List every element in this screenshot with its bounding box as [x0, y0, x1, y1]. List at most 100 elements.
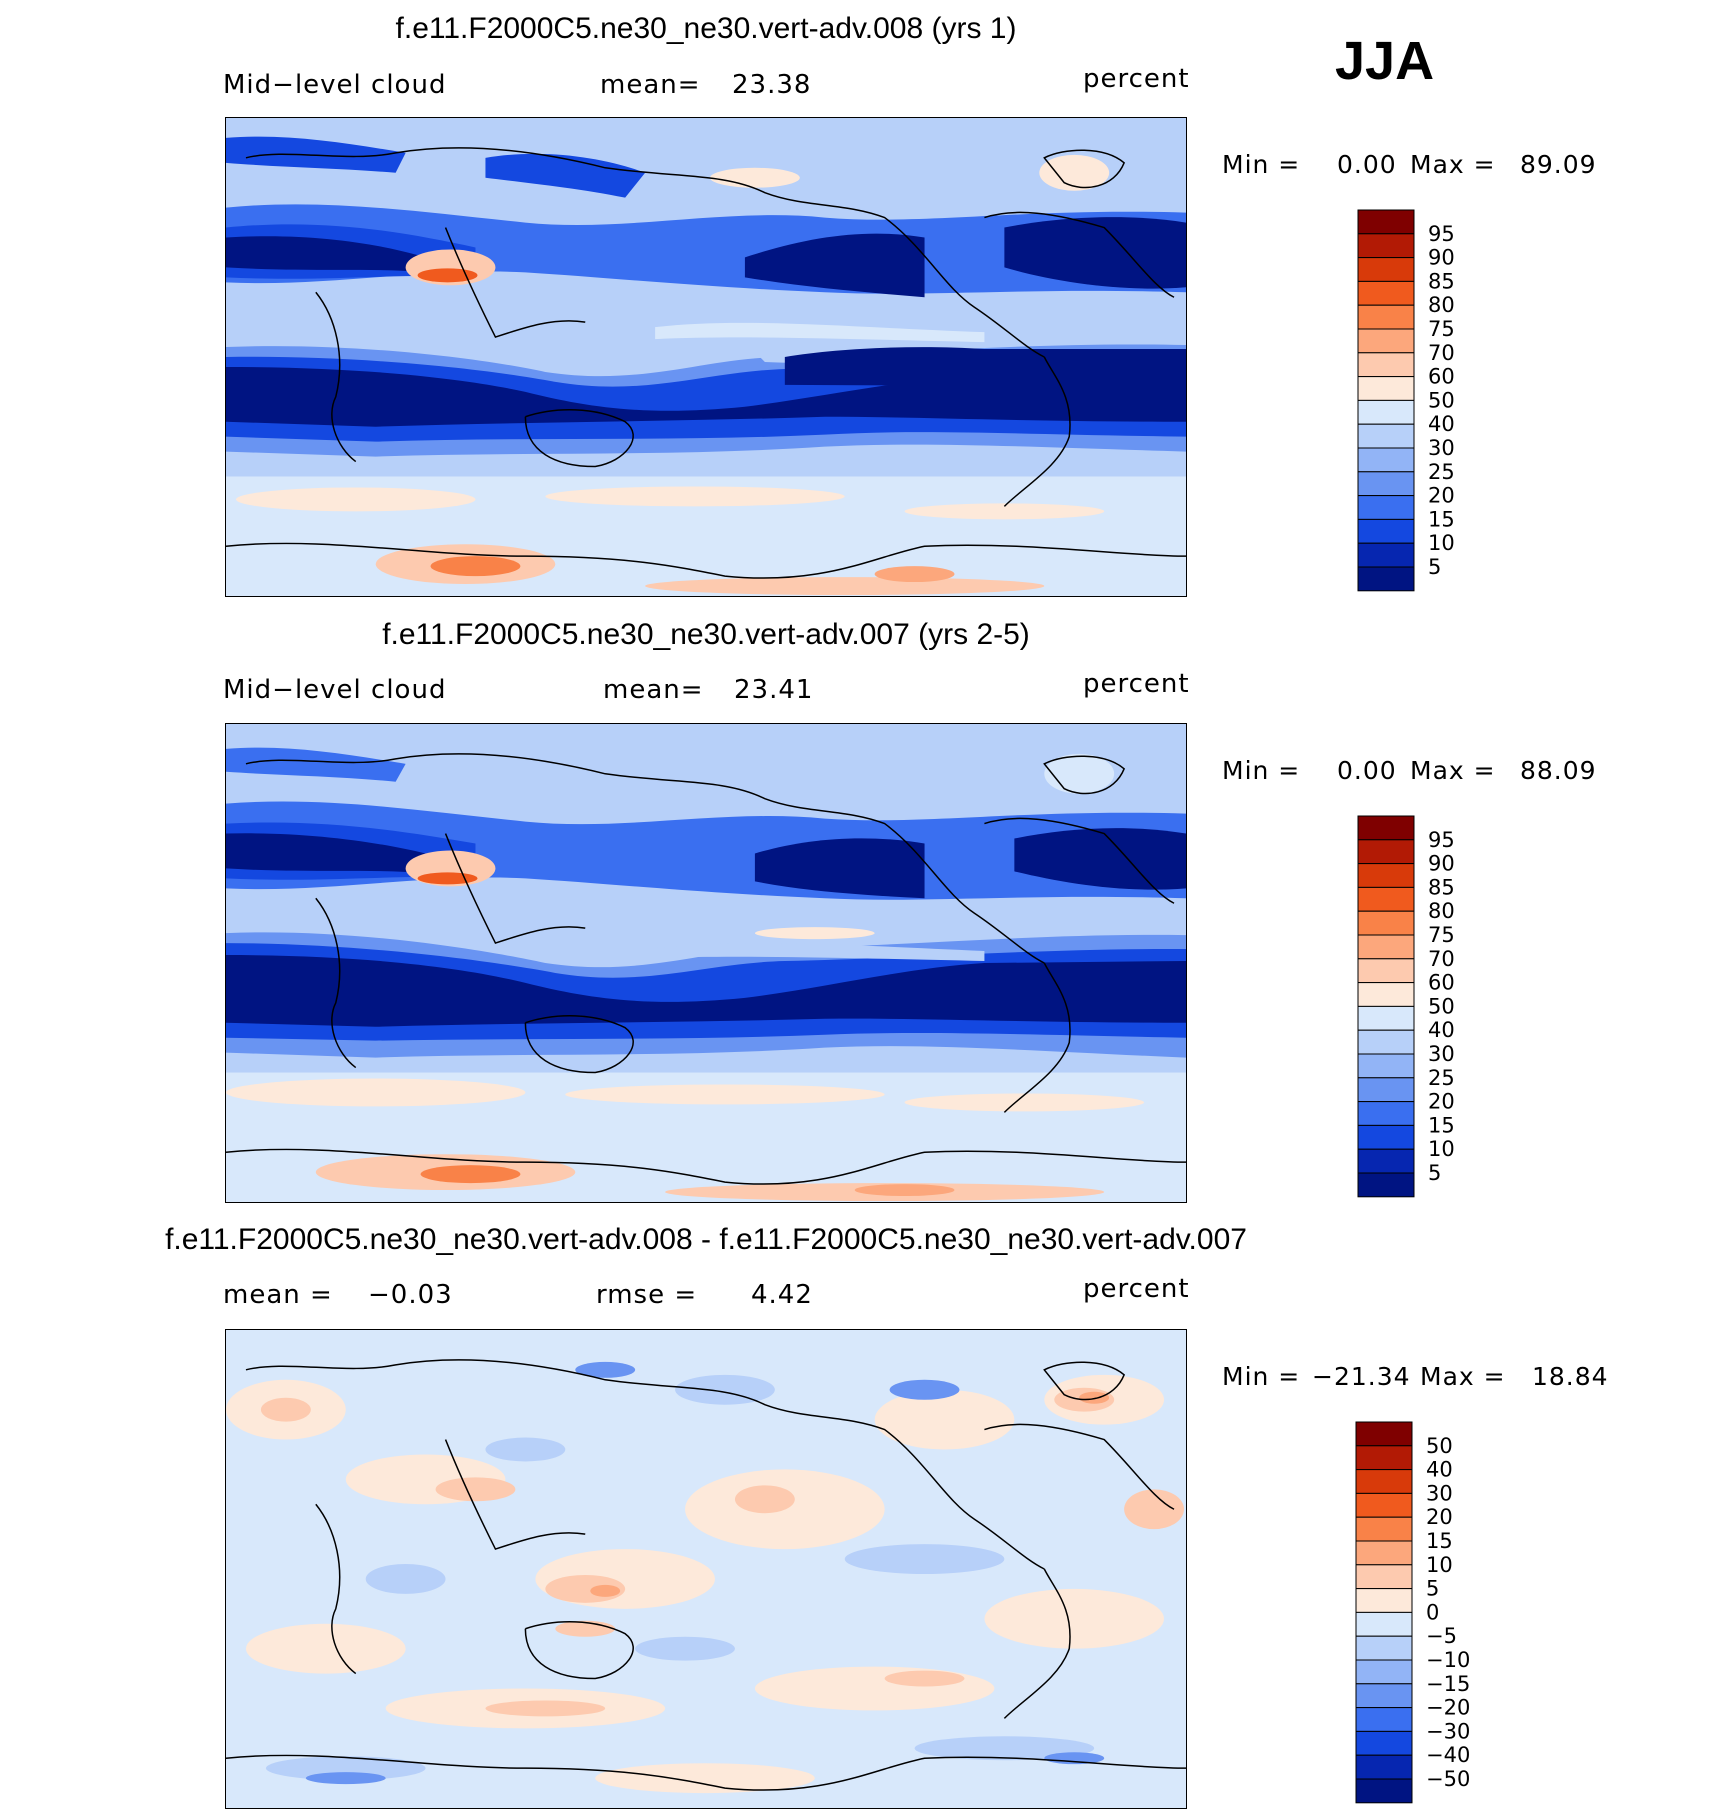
colorbar-1-swatch — [1357, 447, 1415, 473]
colorbar-3-tick-label: 40 — [1426, 1458, 1453, 1482]
colorbar-3-swatch — [1355, 1540, 1413, 1566]
colorbar-1-swatch — [1357, 471, 1415, 497]
panel-3-title: f.e11.F2000C5.ne30_ne30.vert-adv.008 - f… — [165, 1223, 1247, 1256]
colorbar-2-tick-label: 40 — [1428, 1018, 1455, 1042]
colorbar-3-tick-label: −15 — [1426, 1672, 1470, 1696]
colorbar-1-tick-label: 90 — [1428, 246, 1455, 270]
colorbar-3-tick-label: 50 — [1426, 1434, 1453, 1458]
colorbar-1-tick-label: 85 — [1428, 269, 1455, 293]
colorbar-3-swatch — [1355, 1659, 1413, 1685]
panel-2-field-label: Mid−level cloud — [223, 675, 447, 705]
colorbar-1-swatch — [1357, 233, 1415, 259]
panel-2-map — [225, 723, 1187, 1203]
colorbar-1-swatch — [1357, 542, 1415, 568]
panel-1-map — [225, 117, 1187, 597]
colorbar-1-swatch — [1357, 280, 1415, 306]
colorbar-3-tick-label: −40 — [1426, 1743, 1470, 1767]
panel-3-min-value: −21.34 — [1312, 1362, 1411, 1391]
colorbar-2-swatch — [1357, 934, 1415, 960]
colorbar-3-swatch — [1355, 1469, 1413, 1494]
colorbar-2-tick-label: 25 — [1428, 1066, 1455, 1090]
colorbar-2-swatch — [1357, 886, 1415, 912]
colorbar-3-swatch — [1355, 1564, 1413, 1590]
colorbar-1-tick-label: 40 — [1428, 412, 1455, 436]
colorbar-1-swatch — [1357, 209, 1415, 235]
colorbar-1-swatch — [1357, 399, 1415, 425]
colorbar-1-swatch — [1357, 423, 1415, 449]
panel-3-map — [225, 1329, 1187, 1809]
colorbar-1-swatch — [1357, 304, 1415, 330]
colorbar-3-swatch — [1355, 1611, 1413, 1637]
colorbar-3-swatch — [1355, 1683, 1413, 1709]
panel-1-mean-label: mean= — [600, 70, 701, 100]
colorbar-2-tick-label: 85 — [1428, 875, 1455, 899]
colorbar-3-swatch — [1355, 1492, 1413, 1518]
colorbar-1-tick-label: 5 — [1428, 555, 1441, 579]
panel-1-field-label: Mid−level cloud — [223, 70, 447, 100]
panel-3-mean-value: −0.03 — [368, 1280, 453, 1310]
colorbar-1-swatch — [1357, 328, 1415, 354]
colorbar-2-swatch — [1357, 1101, 1415, 1126]
colorbar-3-tick-label: 30 — [1426, 1481, 1453, 1505]
colorbar-1-tick-label: 50 — [1428, 388, 1455, 412]
colorbar-2-swatch — [1357, 815, 1415, 841]
panel-2-colorbar: 95 90 85 80 75 70 60 50 40 30 25 20 15 10 5 — [1357, 815, 1558, 1198]
panel-3-max-label: Max = — [1420, 1362, 1506, 1391]
colorbar-3-swatch — [1355, 1754, 1413, 1780]
colorbar-1-tick-label: 15 — [1428, 507, 1455, 531]
colorbar-2-tick-label: 15 — [1428, 1113, 1455, 1137]
panel-1-units: percent — [1083, 64, 1190, 94]
colorbar-2-tick-label: 50 — [1428, 994, 1455, 1018]
colorbar-3-tick-label: −50 — [1426, 1767, 1470, 1791]
panel-2-mean-value: 23.41 — [734, 675, 814, 705]
panel-3-rmse-value: 4.42 — [751, 1280, 813, 1310]
panel-2-max-label: Max = — [1410, 756, 1496, 785]
panel-1-title: f.e11.F2000C5.ne30_ne30.vert-adv.008 (yr… — [395, 12, 1017, 45]
colorbar-2-swatch — [1357, 1172, 1415, 1198]
colorbar-1-swatch — [1357, 352, 1415, 378]
colorbar-3-swatch — [1355, 1707, 1413, 1732]
colorbar-1-tick-label: 75 — [1428, 317, 1455, 341]
panel-2-min-label: Min = — [1222, 756, 1301, 785]
colorbar-1-tick-label: 60 — [1428, 365, 1455, 389]
colorbar-1-tick-label: 10 — [1428, 531, 1455, 555]
panel-1-max-value: 89.09 — [1520, 150, 1597, 179]
colorbar-2-tick-label: 95 — [1428, 828, 1455, 852]
colorbar-3-swatch — [1355, 1445, 1413, 1471]
colorbar-3-swatch — [1355, 1516, 1413, 1542]
panel-3-min-label: Min = — [1222, 1362, 1301, 1391]
colorbar-2-swatch — [1357, 958, 1415, 984]
panel-3-rmse-label: rmse = — [596, 1280, 698, 1310]
colorbar-3-tick-label: 10 — [1426, 1553, 1453, 1577]
season-label: JJA — [1335, 31, 1435, 91]
colorbar-1-tick-label: 20 — [1428, 484, 1455, 508]
colorbar-2-tick-label: 20 — [1428, 1090, 1455, 1114]
panel-2-min-value: 0.00 — [1337, 756, 1397, 785]
colorbar-2-swatch — [1357, 1005, 1415, 1031]
colorbar-2-tick-label: 10 — [1428, 1137, 1455, 1161]
colorbar-1-tick-label: 70 — [1428, 341, 1455, 365]
colorbar-3-tick-label: 20 — [1426, 1505, 1453, 1529]
colorbar-1-swatch — [1357, 495, 1415, 520]
panel-2-units: percent — [1083, 669, 1190, 699]
colorbar-1-swatch — [1357, 376, 1415, 401]
colorbar-1-swatch — [1357, 566, 1415, 592]
panel-2-mean-label: mean= — [603, 675, 704, 705]
colorbar-3-tick-label: −5 — [1426, 1624, 1457, 1648]
panel-1-colorbar: 95 90 85 80 75 70 60 50 40 30 25 20 15 10 5 — [1357, 209, 1558, 592]
colorbar-2-swatch — [1357, 863, 1415, 888]
panel-1-mean-value: 23.38 — [732, 70, 812, 100]
colorbar-3-swatch — [1355, 1588, 1413, 1613]
colorbar-2-tick-label: 60 — [1428, 971, 1455, 995]
colorbar-2-tick-label: 90 — [1428, 852, 1455, 876]
panel-2-title: f.e11.F2000C5.ne30_ne30.vert-adv.007 (yr… — [382, 618, 1030, 651]
colorbar-3-swatch — [1355, 1778, 1413, 1804]
colorbar-2-swatch — [1357, 1053, 1415, 1079]
colorbar-1-tick-label: 30 — [1428, 436, 1455, 460]
colorbar-2-swatch — [1357, 1124, 1415, 1150]
colorbar-3-swatch — [1355, 1421, 1413, 1447]
colorbar-2-tick-label: 75 — [1428, 923, 1455, 947]
panel-1-min-label: Min = — [1222, 150, 1301, 179]
panel-2-max-value: 88.09 — [1520, 756, 1597, 785]
colorbar-2-swatch — [1357, 1148, 1415, 1174]
